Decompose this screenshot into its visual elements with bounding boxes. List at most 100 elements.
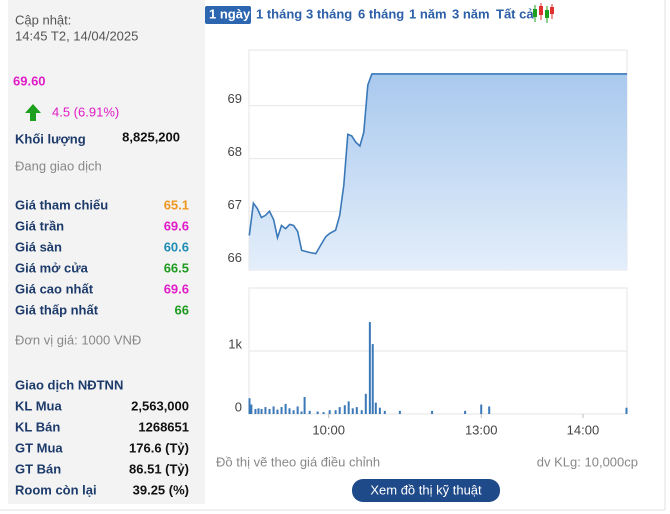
volume-bar [272, 406, 275, 414]
x-tick-label: 13:00 [465, 422, 498, 437]
volume-bar [371, 344, 374, 414]
price-row-value: 69.6 [164, 281, 189, 296]
volume-bar [378, 407, 381, 414]
volume-bar [431, 410, 434, 414]
volume-bar [276, 409, 279, 414]
tab-label[interactable]: 6 tháng [358, 6, 404, 21]
volume-bar [250, 404, 253, 414]
volume-bar [280, 407, 283, 414]
x-tick-label: 14:00 [567, 422, 600, 437]
volume-bar [260, 408, 263, 414]
price-row-value: 66.5 [164, 260, 189, 275]
price-row-value: 65.1 [164, 197, 189, 212]
volume-bar [303, 396, 306, 414]
period-tab[interactable]: 1 ngày [205, 6, 251, 24]
volume-bar [480, 404, 483, 414]
volume-bar [328, 410, 331, 414]
price-row-label: Giá thấp nhất [15, 302, 99, 317]
volume-bar [364, 393, 367, 414]
volume-bar [254, 408, 257, 414]
foreign-row-value: 1268651 [138, 419, 189, 434]
volume-bar [268, 408, 271, 414]
tab-label[interactable]: 3 năm [452, 6, 490, 21]
tab-label[interactable]: 3 tháng [306, 6, 352, 21]
foreign-title: Giao dịch NĐTNN [15, 377, 123, 392]
volume-bar [264, 407, 267, 414]
volume-bar [398, 410, 401, 414]
price-change: 4.5 (6.91%) [52, 104, 119, 119]
y-tick-label: 0 [235, 399, 242, 414]
volume-bar [347, 401, 350, 414]
price-row-label: Giá mở cửa [15, 260, 89, 275]
price: 69.60 [13, 73, 46, 88]
status: Đang giao dịch [15, 158, 102, 173]
unit-note: Đơn vị giá: 1000 VNĐ [15, 332, 141, 347]
volume-bar [322, 412, 325, 414]
y-tick-label: 1k [228, 336, 242, 351]
tab-label[interactable]: Tất cả [496, 6, 534, 21]
chart-note-left: Đồ thị vẽ theo giá điều chỉnh [216, 454, 380, 469]
volume-bar [300, 411, 303, 414]
foreign-row-label: KL Mua [15, 398, 62, 413]
period-tab[interactable]: 6 tháng [358, 6, 404, 21]
tab-selected-bg[interactable] [205, 6, 251, 24]
price-row-label: Giá trần [15, 218, 64, 233]
volume-bar [338, 407, 341, 414]
price-row-value: 66 [175, 302, 189, 317]
period-tab[interactable]: Tất cả [496, 6, 534, 21]
y-tick-label: 67 [228, 197, 242, 212]
y-tick-label: 68 [228, 144, 242, 159]
price-line [248, 73, 627, 255]
volume-bar [343, 405, 346, 414]
volume-bar [368, 322, 371, 414]
volume-bar [292, 410, 295, 414]
volume-bar [316, 411, 319, 414]
period-tab[interactable]: 1 năm [409, 6, 447, 21]
volume-bar [308, 410, 311, 414]
volume-bar [488, 406, 491, 414]
foreign-row-label: KL Bán [15, 419, 60, 434]
button-label[interactable]: Xem đồ thị kỹ thuật [370, 482, 482, 497]
volume-label: Khối lượng [15, 131, 86, 146]
period-tab[interactable]: 1 tháng [256, 6, 302, 21]
volume-bar [296, 406, 299, 414]
left-panel [8, 0, 205, 504]
price-row-label: Giá sàn [15, 239, 62, 254]
volume-bar [625, 407, 628, 414]
chart-note-right: dv KLg: 10,000cp [537, 454, 638, 469]
volume-bar [351, 408, 354, 414]
tab-label[interactable]: 1 tháng [256, 6, 302, 21]
foreign-row-label: GT Bán [15, 461, 61, 476]
tab-label[interactable]: 1 năm [409, 6, 447, 21]
up-arrow [25, 104, 41, 121]
period-tab[interactable]: 3 năm [452, 6, 490, 21]
foreign-row-value: 176.6 (Tỷ) [129, 440, 189, 455]
foreign-row-label: GT Mua [15, 440, 63, 455]
foreign-row-label: Room còn lại [15, 482, 97, 497]
foreign-row-value: 39.25 (%) [133, 482, 189, 497]
volume-bar [383, 410, 386, 414]
updated-label: Cập nhật: [15, 12, 71, 27]
candle-icon [533, 3, 554, 23]
price-row-value: 60.6 [164, 239, 189, 254]
y-tick-label: 66 [228, 250, 242, 265]
technical-chart-button[interactable]: Xem đồ thị kỹ thuật [352, 479, 500, 502]
period-tab[interactable]: 3 tháng [306, 6, 352, 21]
foreign-row-value: 2,563,000 [131, 398, 189, 413]
price-row-label: Giá tham chiếu [15, 197, 108, 212]
volume-bar [355, 407, 358, 414]
x-tick-label: 10:00 [312, 422, 345, 437]
volume-bar [374, 402, 377, 414]
volume-bar [288, 408, 291, 414]
volume-bar [334, 410, 337, 414]
volume-bar [360, 410, 363, 414]
button-background[interactable] [352, 479, 500, 502]
volume-bar [284, 403, 287, 414]
volume-bar [248, 398, 251, 414]
foreign-row-value: 86.51 (Tỷ) [129, 461, 189, 476]
updated-time: 14:45 T2, 14/04/2025 [15, 28, 138, 43]
tab-label[interactable]: 1 ngày [209, 6, 251, 21]
volume-bar [257, 408, 260, 414]
